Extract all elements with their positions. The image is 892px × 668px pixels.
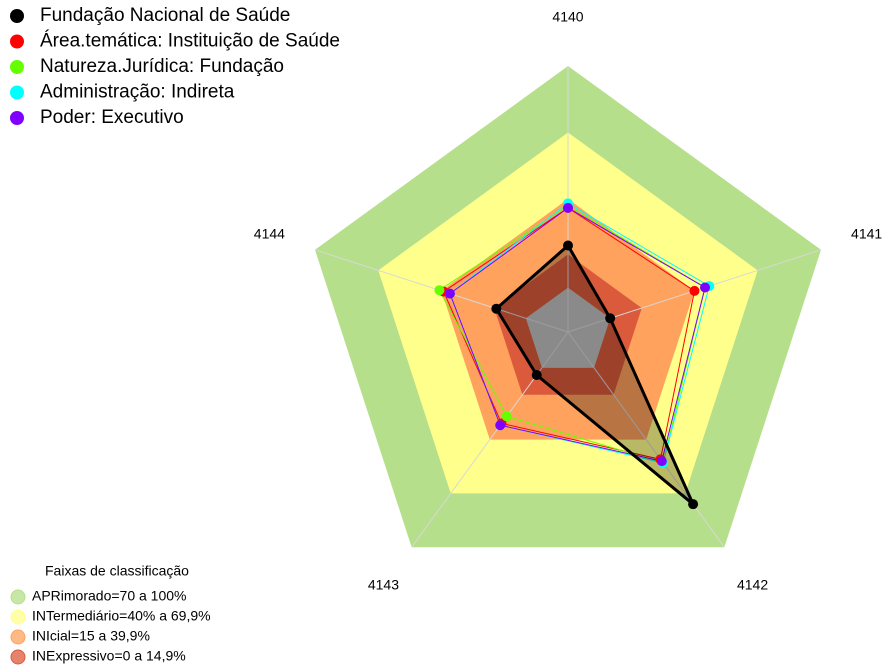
series-line bbox=[494, 244, 695, 506]
data-point bbox=[563, 202, 573, 213]
axis-label: 4143 bbox=[368, 577, 399, 593]
series-line bbox=[449, 207, 706, 462]
legend-marker bbox=[10, 34, 24, 49]
data-point bbox=[434, 285, 445, 296]
axis-label: 4144 bbox=[254, 226, 285, 242]
spoke bbox=[411, 331, 569, 548]
data-point bbox=[656, 456, 667, 467]
data-point bbox=[563, 240, 573, 251]
legend-marker bbox=[10, 60, 24, 74]
bands-legend-label: INExpressivo=0 a 14,9% bbox=[32, 648, 186, 664]
data-point bbox=[688, 499, 699, 510]
legend-marker bbox=[10, 9, 24, 23]
spoke bbox=[567, 331, 725, 548]
data-point bbox=[689, 285, 700, 296]
bands-legend-label: APRimorado=70 a 100% bbox=[32, 588, 187, 604]
legend-label: Fundação Nacional de Saúde bbox=[40, 5, 290, 26]
axis-label: 4141 bbox=[851, 226, 882, 242]
series-line bbox=[443, 207, 695, 460]
axis-label: 4140 bbox=[552, 9, 583, 25]
bands-legend-label: INIcial=15 a 39,9% bbox=[32, 628, 150, 644]
legend-label: Natureza.Jurídica: Fundação bbox=[40, 56, 284, 77]
data-point bbox=[491, 303, 502, 314]
data-point bbox=[700, 282, 711, 293]
data-point bbox=[444, 288, 455, 299]
data-point bbox=[495, 420, 506, 431]
bands-legend-marker bbox=[10, 649, 26, 665]
data-point bbox=[501, 411, 512, 422]
legend-label: Administração: Indireta bbox=[40, 82, 235, 103]
bands-legend-marker bbox=[10, 629, 26, 645]
bands-legend-label: INTermediário=40% a 69,9% bbox=[32, 608, 211, 624]
series-line bbox=[449, 202, 710, 464]
bands-legend-marker bbox=[10, 609, 26, 625]
legend-marker bbox=[10, 111, 24, 125]
data-point bbox=[531, 370, 542, 381]
legend-label: Poder: Executivo bbox=[40, 107, 184, 128]
legend-marker bbox=[10, 85, 24, 100]
axis-label: 4142 bbox=[737, 577, 768, 593]
legend-label: Área.temática: Instituição de Saúde bbox=[40, 31, 340, 52]
bands-legend-title: Faixas de classificação bbox=[45, 563, 189, 579]
bands-legend-marker bbox=[10, 589, 26, 605]
data-point bbox=[605, 313, 616, 324]
